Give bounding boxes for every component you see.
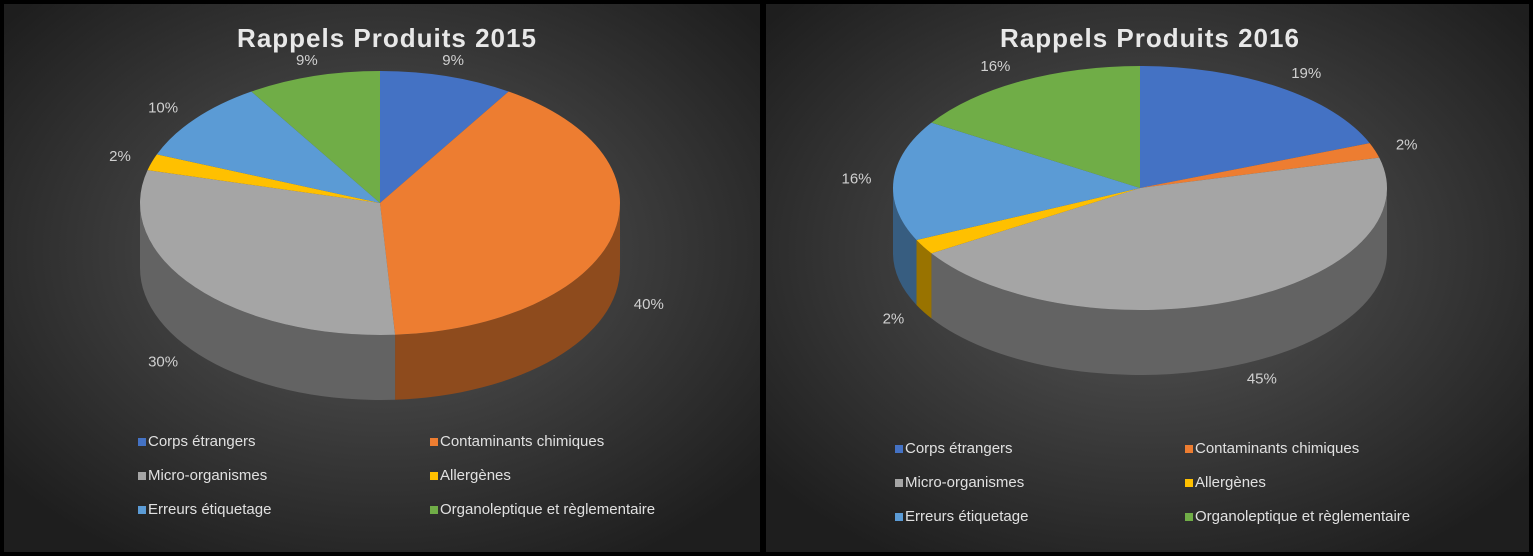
legend-swatch bbox=[1185, 479, 1193, 487]
legend-swatch bbox=[138, 438, 146, 446]
data-label: 19% bbox=[1291, 65, 1321, 82]
slice bbox=[1140, 66, 1370, 188]
slice bbox=[893, 122, 1140, 240]
slice bbox=[1140, 143, 1380, 188]
slice bbox=[251, 71, 380, 203]
legend-label: Allergènes bbox=[440, 467, 511, 484]
data-label: 2% bbox=[109, 148, 131, 165]
data-label: 9% bbox=[296, 52, 318, 69]
legend-swatch bbox=[895, 445, 903, 453]
legend-swatch bbox=[1185, 445, 1193, 453]
slice bbox=[147, 154, 380, 203]
legend-label: Micro-organismes bbox=[905, 474, 1024, 491]
slice bbox=[139, 170, 396, 335]
legend-label: Corps étrangers bbox=[148, 433, 256, 450]
slice-side bbox=[395, 203, 620, 400]
legend-swatch bbox=[138, 472, 146, 480]
data-label: 9% bbox=[442, 52, 464, 69]
slice-side bbox=[931, 188, 1387, 376]
legend-label: Micro-organismes bbox=[148, 467, 267, 484]
legend-label: Allergènes bbox=[1195, 474, 1266, 491]
chart-title: Rappels Produits 2015 bbox=[237, 23, 537, 53]
data-label: 10% bbox=[148, 100, 178, 117]
slice-side bbox=[140, 203, 396, 400]
slice bbox=[380, 71, 509, 203]
legend-label: Erreurs étiquetage bbox=[148, 501, 271, 518]
slice-side bbox=[916, 239, 932, 319]
legend-label: Contaminants chimiques bbox=[440, 433, 604, 450]
legend-label: Corps étrangers bbox=[905, 440, 1013, 457]
slice bbox=[931, 157, 1387, 310]
legend-label: Erreurs étiquetage bbox=[905, 508, 1028, 525]
legend-label: Organoleptique et règlementaire bbox=[440, 501, 655, 518]
slice-side bbox=[893, 188, 917, 305]
slice bbox=[916, 188, 1140, 254]
legend-swatch bbox=[895, 479, 903, 487]
legend-swatch bbox=[1185, 513, 1193, 521]
legend-swatch bbox=[430, 472, 438, 480]
data-label: 30% bbox=[148, 353, 178, 370]
legend-swatch bbox=[430, 506, 438, 514]
data-label: 45% bbox=[1247, 371, 1277, 388]
legend-swatch bbox=[430, 438, 438, 446]
data-label: 40% bbox=[634, 296, 664, 313]
data-label: 16% bbox=[841, 170, 871, 187]
slice bbox=[156, 91, 380, 203]
data-label: 2% bbox=[1396, 136, 1418, 153]
legend-label: Organoleptique et règlementaire bbox=[1195, 508, 1410, 525]
data-label: 16% bbox=[980, 58, 1010, 75]
data-label: 2% bbox=[883, 310, 905, 327]
slice bbox=[380, 91, 620, 335]
legend-swatch bbox=[138, 506, 146, 514]
chart-title: Rappels Produits 2016 bbox=[1000, 23, 1300, 53]
slice bbox=[931, 66, 1140, 188]
legend-swatch bbox=[895, 513, 903, 521]
legend-label: Contaminants chimiques bbox=[1195, 440, 1359, 457]
